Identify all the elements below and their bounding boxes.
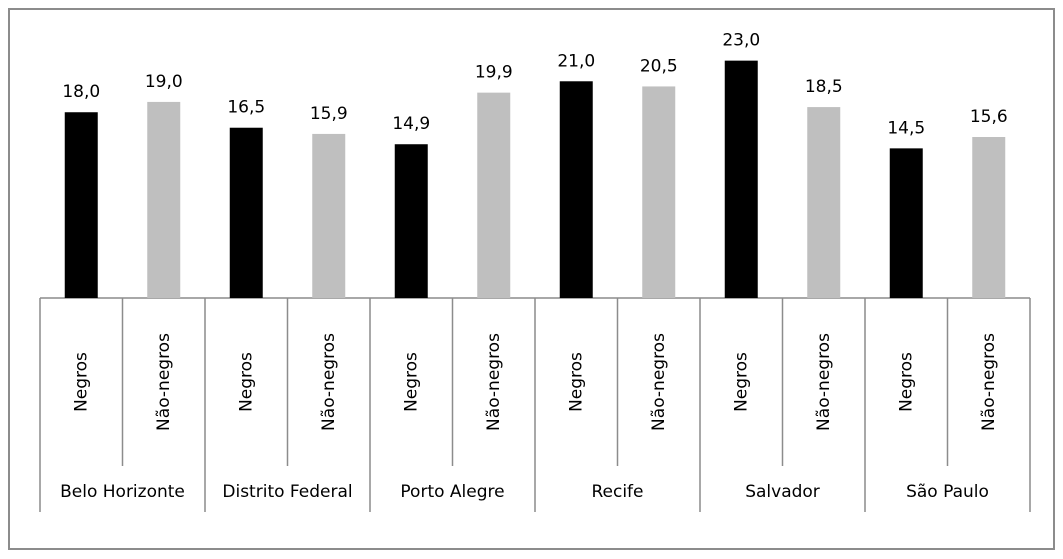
x-tick-label: Negros [401, 352, 421, 412]
x-tick-label: Não-negros [154, 333, 174, 431]
bar [972, 137, 1006, 298]
value-label: 18,5 [805, 77, 843, 97]
x-tick-label: Não-negros [319, 333, 339, 431]
x-tick-label: Não-negros [484, 333, 504, 431]
value-label: 16,5 [227, 98, 265, 118]
value-label: 15,9 [310, 104, 348, 124]
x-tick-label: Negros [566, 352, 586, 412]
value-label: 14,5 [887, 118, 925, 138]
x-tick-label: Negros [896, 352, 916, 412]
group-label: Belo Horizonte [60, 482, 185, 502]
x-tick-label: Negros [731, 352, 751, 412]
group-label: Porto Alegre [400, 482, 504, 502]
bar [477, 92, 511, 298]
chart-border [8, 8, 1055, 550]
value-label: 19,9 [475, 63, 513, 83]
bar [64, 112, 98, 299]
value-label: 19,0 [145, 72, 183, 92]
x-tick-label: Não-negros [649, 333, 669, 431]
value-label: 23,0 [722, 31, 760, 51]
value-label: 18,0 [62, 82, 100, 102]
value-label: 21,0 [557, 51, 595, 71]
value-label: 20,5 [640, 56, 678, 76]
bar [147, 101, 181, 298]
bar [807, 107, 841, 298]
x-tick-label: Negros [71, 352, 91, 412]
value-label: 14,9 [392, 114, 430, 134]
bar [642, 86, 676, 298]
x-tick-label: Negros [236, 352, 256, 412]
bar [229, 127, 263, 298]
bar [312, 133, 346, 298]
x-tick-label: Não-negros [979, 333, 999, 431]
group-label: Salvador [745, 482, 820, 502]
group-label: Recife [591, 482, 643, 502]
bar [559, 81, 593, 298]
bar [394, 144, 428, 298]
group-label: Distrito Federal [222, 482, 352, 502]
x-tick-label: Não-negros [814, 333, 834, 431]
bar [889, 148, 923, 298]
group-label: São Paulo [906, 482, 989, 502]
value-label: 15,6 [970, 107, 1008, 127]
bar [724, 60, 758, 298]
